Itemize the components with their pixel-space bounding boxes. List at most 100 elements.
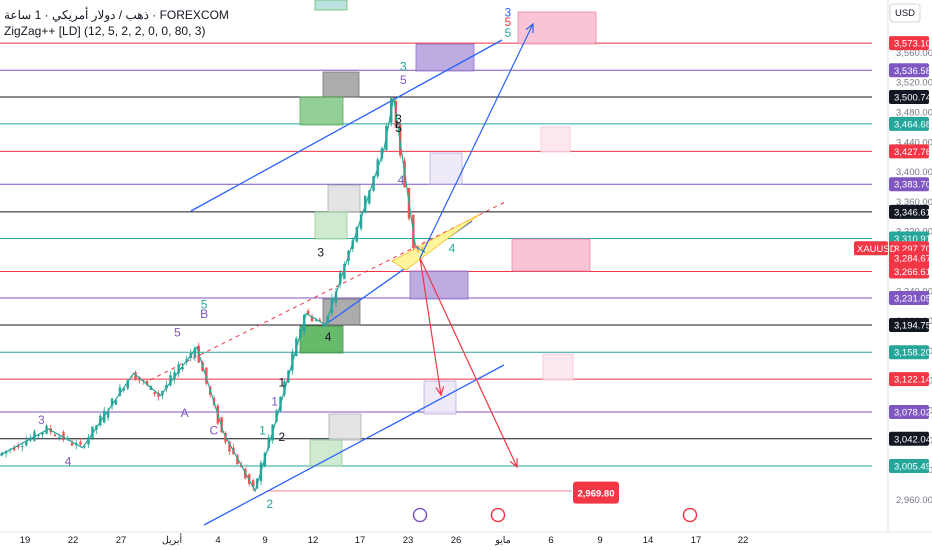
price-tag-label: 3,536.58	[894, 66, 931, 77]
zone-box	[429, 152, 463, 185]
candle-body	[359, 214, 363, 229]
wave-label: 1	[279, 376, 286, 390]
zone-box	[322, 298, 361, 326]
up-arrow	[419, 23, 534, 259]
event-icon	[682, 507, 698, 523]
time-tick: مايو	[494, 535, 511, 546]
price-tag-label: 3,158.20	[894, 348, 931, 359]
wave-label: 4	[449, 242, 456, 256]
wave-label: 5	[400, 73, 407, 87]
zone-box	[415, 43, 475, 72]
price-tag	[889, 290, 929, 305]
down-arrow-long-head	[509, 457, 518, 469]
candle-body	[66, 437, 69, 439]
time-tick: 22	[68, 535, 79, 546]
price-tag-label: 3,346.61	[894, 207, 931, 218]
time-tick: 4	[215, 535, 220, 546]
candle-body	[110, 398, 114, 407]
candle-body	[17, 444, 20, 448]
time-tick: 23	[403, 535, 414, 546]
candle-body	[267, 437, 270, 448]
zigzag-line	[0, 97, 426, 493]
time-tick: 26	[451, 535, 462, 546]
price-tag-label: 3,284.67	[894, 253, 931, 264]
candle-body	[251, 480, 255, 487]
up-arrow-head	[525, 22, 534, 34]
price-tag	[889, 264, 929, 279]
candle-body	[83, 446, 86, 448]
candle-body	[363, 195, 367, 212]
candle-body	[134, 372, 137, 381]
price-tag	[889, 204, 929, 219]
candle-body	[318, 319, 321, 322]
zone-box	[542, 353, 574, 381]
wave-label: A	[181, 406, 189, 420]
candle-body	[177, 364, 180, 374]
candle-body	[228, 441, 231, 452]
price-tag-label: 3,573.10	[894, 39, 931, 50]
candle-body	[380, 148, 384, 159]
event-icon	[490, 507, 506, 523]
price-tag	[889, 36, 929, 51]
candle-body	[53, 434, 57, 437]
lower-channel-line	[203, 364, 505, 526]
wedge-triangle	[391, 213, 481, 271]
zone-box	[314, 0, 348, 11]
candle-body	[114, 400, 118, 405]
candle-body	[306, 310, 310, 315]
price-tag-label: 3,194.75	[894, 320, 931, 331]
price-tag	[889, 404, 929, 419]
candle-body	[153, 392, 156, 395]
wave-label: 3	[505, 5, 512, 19]
wave-label: 1	[271, 394, 278, 408]
wave-label: 3	[38, 413, 45, 427]
candle-body	[25, 440, 28, 446]
price-tag-label: 3,500.74	[894, 93, 931, 104]
candle-body	[193, 348, 197, 357]
down-arrow-long	[419, 257, 518, 468]
candle-body	[126, 380, 129, 389]
candle-body	[372, 176, 375, 191]
price-tag	[889, 177, 929, 192]
wave-label: C	[210, 423, 219, 437]
candle-body	[283, 381, 286, 395]
event-markers	[412, 507, 698, 523]
time-axis[interactable]: 19 22 27 أبريل 4 9 12 17 23 26 مايو 6 9 14 17 22	[0, 531, 932, 546]
zone-box	[314, 211, 348, 240]
wave-label: 5	[505, 26, 512, 40]
price-tag	[889, 317, 929, 332]
candle-body	[334, 291, 338, 303]
zone-box	[299, 96, 344, 126]
wave-label: 4	[398, 173, 405, 187]
wave-label: 5	[395, 121, 402, 135]
zone-box	[309, 439, 343, 467]
candle-body	[368, 190, 371, 204]
candle-body	[106, 410, 110, 418]
candle-body	[303, 314, 306, 332]
candle-body	[205, 367, 208, 384]
time-tick: 9	[262, 535, 267, 546]
candle-body	[157, 392, 160, 397]
wave-label: B	[200, 307, 208, 321]
candle-body	[58, 436, 61, 438]
candle-body	[169, 375, 172, 386]
trendline-drawings	[149, 39, 506, 526]
price-tag	[889, 431, 929, 446]
price-axis[interactable]: USD 3,560.00 3,520.00 3,480.00 3,440.00 3,400…	[573, 0, 932, 532]
candle-body	[314, 320, 318, 322]
price-tag	[889, 250, 929, 265]
time-tick: 9	[597, 535, 602, 546]
zone-box	[328, 413, 362, 441]
wave-label: 3	[395, 112, 402, 126]
symbol-legend[interactable]: ذهب / دولار أمريكي · 1 ساعة · FOREXCOM	[4, 8, 229, 22]
candle-body	[37, 434, 40, 436]
wave-label: 5	[505, 15, 512, 29]
indicator-legend[interactable]: ZigZag++ [LD] (12, 5, 2, 2, 0, 0, 80, 3)	[4, 24, 206, 38]
price-tag-label: 3,005.49	[894, 462, 931, 473]
price-tick: 2,960.00	[896, 495, 932, 506]
upper-channel-line	[190, 39, 503, 212]
candle-body	[118, 387, 122, 396]
candle-body	[122, 388, 126, 391]
